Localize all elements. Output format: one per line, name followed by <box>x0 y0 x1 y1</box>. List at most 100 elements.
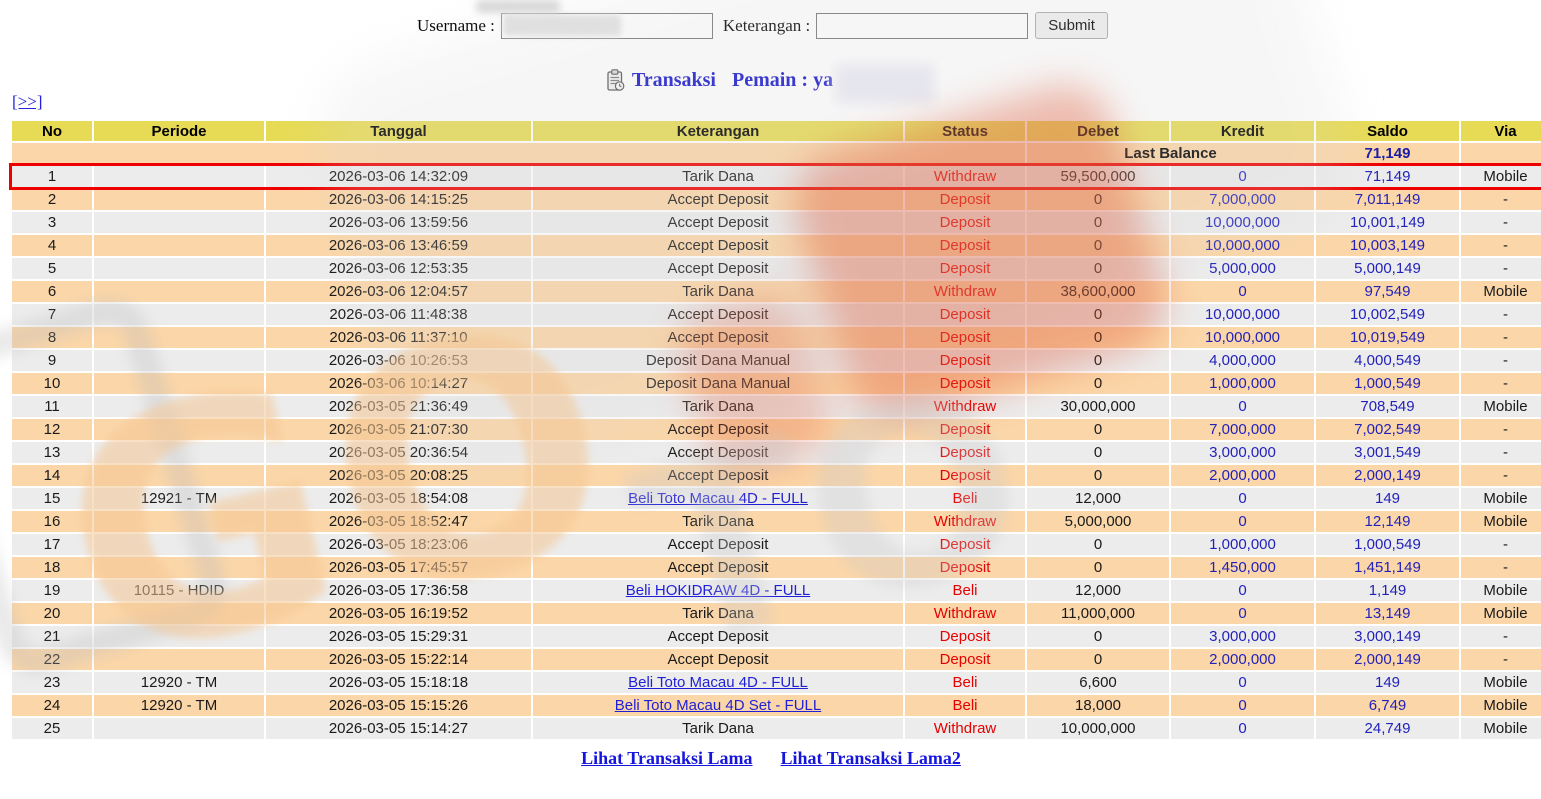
cell-tanggal: 2026-03-05 17:45:57 <box>266 557 531 578</box>
cell-periode <box>94 281 264 302</box>
col-header-periode: Periode <box>94 121 264 141</box>
cell-saldo: 6,749 <box>1316 695 1459 716</box>
last-balance-row: Last Balance 71,149 <box>12 143 1541 164</box>
cell-periode <box>94 212 264 233</box>
cell-kredit: 0 <box>1171 580 1314 601</box>
cell-kredit: 7,000,000 <box>1171 419 1314 440</box>
table-row: 2 2026-03-06 14:15:25 Accept Deposit Deposi… <box>12 189 1541 210</box>
username-input[interactable] <box>500 12 713 39</box>
cell-no: 12 <box>12 419 92 440</box>
cell-kredit: 0 <box>1171 281 1314 302</box>
cell-saldo: 2,000,149 <box>1316 649 1459 670</box>
cell-saldo: 13,149 <box>1316 603 1459 624</box>
cell-status: Deposit <box>905 442 1025 463</box>
cell-tanggal: 2026-03-06 10:14:27 <box>266 373 531 394</box>
cell-saldo: 5,000,149 <box>1316 258 1459 279</box>
keterangan-link[interactable]: Beli Toto Macau 4D - FULL <box>628 490 808 507</box>
cell-no: 13 <box>12 442 92 463</box>
cell-keterangan: Beli Toto Macau 4D - FULL <box>533 488 903 509</box>
cell-kredit: 0 <box>1171 511 1314 532</box>
table-row: 4 2026-03-06 13:46:59 Accept Deposit Deposi… <box>12 235 1541 256</box>
cell-saldo: 7,002,549 <box>1316 419 1459 440</box>
cell-tanggal: 2026-03-06 12:53:35 <box>266 258 531 279</box>
cell-saldo: 7,011,149 <box>1316 189 1459 210</box>
cell-debet: 59,500,000 <box>1027 166 1169 187</box>
cell-periode <box>94 327 264 348</box>
last-balance-value: 71,149 <box>1316 143 1459 164</box>
col-header-via: Via <box>1461 121 1541 141</box>
cell-tanggal: 2026-03-05 20:08:25 <box>266 465 531 486</box>
lihat-transaksi-lama-link[interactable]: Lihat Transaksi Lama <box>581 748 753 768</box>
cell-keterangan: Accept Deposit <box>533 419 903 440</box>
cell-via: - <box>1461 373 1541 394</box>
next-page-link[interactable]: [>>] <box>12 92 43 111</box>
cell-keterangan: Accept Deposit <box>533 534 903 555</box>
cell-keterangan: Tarik Dana <box>533 166 903 187</box>
cell-status: Deposit <box>905 327 1025 348</box>
cell-status: Deposit <box>905 534 1025 555</box>
lihat-transaksi-lama2-link[interactable]: Lihat Transaksi Lama2 <box>780 748 961 768</box>
cell-periode <box>94 258 264 279</box>
cell-no: 14 <box>12 465 92 486</box>
last-balance-via-spacer <box>1461 143 1541 164</box>
keterangan-link[interactable]: Beli Toto Macau 4D - FULL <box>628 674 808 691</box>
cell-periode <box>94 626 264 647</box>
cell-periode <box>94 442 264 463</box>
table-body: Last Balance 71,149 1 2026-03-06 14:32:09… <box>9 143 1541 739</box>
cell-no: 16 <box>12 511 92 532</box>
cell-periode <box>94 304 264 325</box>
keterangan-link[interactable]: Beli Toto Macau 4D Set - FULL <box>614 697 822 714</box>
cell-periode: 12920 - TM <box>94 672 264 693</box>
cell-kredit: 3,000,000 <box>1171 626 1314 647</box>
cell-saldo: 1,000,549 <box>1316 534 1459 555</box>
cell-status: Deposit <box>905 419 1025 440</box>
col-header-tanggal: Tanggal <box>266 121 531 141</box>
cell-periode: 12921 - TM <box>94 488 264 509</box>
cell-debet: 0 <box>1027 189 1169 210</box>
cell-tanggal: 2026-03-05 21:07:30 <box>266 419 531 440</box>
cell-debet: 10,000,000 <box>1027 718 1169 739</box>
cell-saldo: 10,019,549 <box>1316 327 1459 348</box>
cell-saldo: 149 <box>1316 488 1459 509</box>
cell-keterangan: Accept Deposit <box>533 327 903 348</box>
table-row: 7 2026-03-06 11:48:38 Accept Deposit Deposi… <box>12 304 1541 325</box>
cell-keterangan: Beli Toto Macau 4D Set - FULL <box>533 695 903 716</box>
cell-keterangan: Tarik Dana <box>533 603 903 624</box>
cell-saldo: 4,000,549 <box>1316 350 1459 371</box>
cell-debet: 6,600 <box>1027 672 1169 693</box>
cell-kredit: 5,000,000 <box>1171 258 1314 279</box>
cell-saldo: 12,149 <box>1316 511 1459 532</box>
cell-keterangan: Accept Deposit <box>533 465 903 486</box>
table-row: 22 2026-03-05 15:22:14 Accept Deposit Depos… <box>12 649 1541 670</box>
page-title: Transaksi Pemain : ya <box>0 60 1541 104</box>
cell-via: - <box>1461 534 1541 555</box>
submit-button[interactable]: Submit <box>1035 12 1108 39</box>
cell-status: Beli <box>905 580 1025 601</box>
table-row: 20 2026-03-05 16:19:52 Tarik Dana Withdraw 1… <box>12 603 1541 624</box>
keterangan-link[interactable]: Beli HOKIDRAW 4D - FULL <box>625 582 811 599</box>
cell-tanggal: 2026-03-05 18:52:47 <box>266 511 531 532</box>
cell-via: Mobile <box>1461 281 1541 302</box>
cell-saldo: 2,000,149 <box>1316 465 1459 486</box>
table-row: 25 2026-03-05 15:14:27 Tarik Dana Withdraw 1… <box>12 718 1541 739</box>
cell-status: Withdraw <box>905 511 1025 532</box>
cell-status: Beli <box>905 488 1025 509</box>
cell-saldo: 3,000,149 <box>1316 626 1459 647</box>
cell-saldo: 10,001,149 <box>1316 212 1459 233</box>
cell-status: Deposit <box>905 557 1025 578</box>
keterangan-input[interactable] <box>816 12 1029 39</box>
cell-keterangan: Accept Deposit <box>533 442 903 463</box>
cell-kredit: 2,000,000 <box>1171 649 1314 670</box>
cell-tanggal: 2026-03-05 15:14:27 <box>266 718 531 739</box>
table-row: 21 2026-03-05 15:29:31 Accept Deposit Depos… <box>12 626 1541 647</box>
cell-keterangan: Accept Deposit <box>533 557 903 578</box>
cell-status: Withdraw <box>905 166 1025 187</box>
cell-no: 11 <box>12 396 92 417</box>
title-transaksi: Transaksi <box>631 68 716 91</box>
cell-kredit: 10,000,000 <box>1171 327 1314 348</box>
cell-debet: 0 <box>1027 649 1169 670</box>
cell-no: 17 <box>12 534 92 555</box>
cell-saldo: 10,003,149 <box>1316 235 1459 256</box>
table-row: 3 2026-03-06 13:59:56 Accept Deposit Deposi… <box>12 212 1541 233</box>
cell-saldo: 1,000,549 <box>1316 373 1459 394</box>
